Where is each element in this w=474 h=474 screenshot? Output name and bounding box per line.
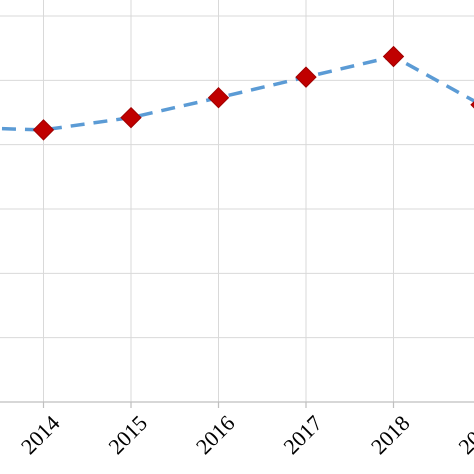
x-tick-label: 2017 [278,410,327,459]
grid [0,0,474,402]
data-point-marker [120,106,142,129]
x-tick-label: 2019 [453,410,474,459]
x-tick-labels: 2014 2015 2016 2017 2018 2019 [16,410,474,459]
data-point-marker [32,119,55,141]
data-point-marker [470,101,474,109]
x-tick-label: 2014 [16,410,65,459]
x-tick-label: 2018 [366,410,415,459]
series [0,45,474,141]
data-point-marker [382,45,405,68]
data-point-marker [295,66,317,88]
x-tick-label: 2016 [191,410,240,459]
series-line [0,54,474,132]
x-tick-label: 2015 [103,410,152,459]
axes [0,401,474,408]
data-point-marker [207,86,230,109]
